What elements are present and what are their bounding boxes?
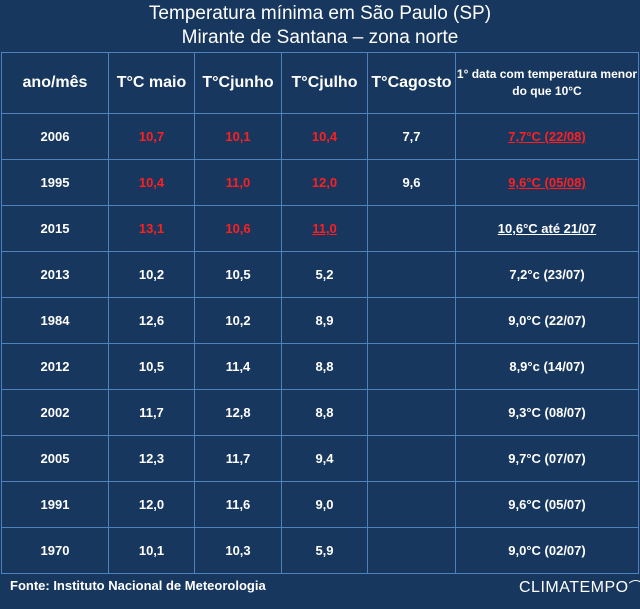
- cell-july: 12,0: [281, 159, 368, 206]
- table-row: 2005 12,3 11,7 9,4 9,7°C (07/07): [1, 435, 639, 482]
- cell-july: 9,0: [281, 481, 368, 528]
- table-row: 2015 13,1 10,6 11,0 10,6°C até 21/07: [1, 205, 639, 252]
- cell-june: 11,0: [194, 159, 282, 206]
- header-july: T°Cjulho: [281, 52, 368, 114]
- cell-june: 10,2: [194, 297, 282, 344]
- cell-year: 2015: [1, 205, 109, 252]
- cell-may: 10,4: [108, 159, 195, 206]
- cell-august: 7,7: [367, 113, 456, 160]
- cell-first-date: 7,7°C (22/08): [455, 113, 639, 160]
- cell-may: 13,1: [108, 205, 195, 252]
- cell-may: 10,5: [108, 343, 195, 390]
- cell-first-date: 9,6°C (05/07): [455, 481, 639, 528]
- cell-august: [367, 527, 456, 574]
- cell-june: 11,4: [194, 343, 282, 390]
- cell-august: [367, 481, 456, 528]
- header-may: T°C maio: [108, 52, 195, 114]
- cell-first-date: 9,0°C (02/07): [455, 527, 639, 574]
- cell-may: 10,7: [108, 113, 195, 160]
- cell-june: 11,6: [194, 481, 282, 528]
- header-row: ano/mês T°C maio T°Cjunho T°Cjulho T°Cag…: [1, 52, 639, 114]
- cell-august: [367, 205, 456, 252]
- cell-first-date: 8,9°c (14/07): [455, 343, 639, 390]
- cell-august: [367, 251, 456, 298]
- cell-may: 12,6: [108, 297, 195, 344]
- table-row: 1991 12,0 11,6 9,0 9,6°C (05/07): [1, 481, 639, 528]
- cell-year: 2012: [1, 343, 109, 390]
- table-row: 2012 10,5 11,4 8,8 8,9°c (14/07): [1, 343, 639, 390]
- cell-first-date: 7,2°c (23/07): [455, 251, 639, 298]
- cell-first-date: 9,6°C (05/08): [455, 159, 639, 206]
- header-first-date: 1° data com temperatura menor do que 10°…: [455, 52, 639, 114]
- title-line-1: Temperatura mínima em São Paulo (SP): [148, 3, 492, 24]
- cell-june: 12,8: [194, 389, 282, 436]
- cell-july: 8,8: [281, 343, 368, 390]
- cell-august: [367, 297, 456, 344]
- cell-may: 12,0: [108, 481, 195, 528]
- cell-year: 1995: [1, 159, 109, 206]
- table-row: 2013 10,2 10,5 5,2 7,2°c (23/07): [1, 251, 639, 298]
- cell-may: 10,1: [108, 527, 195, 574]
- cell-may: 12,3: [108, 435, 195, 482]
- cell-first-date: 9,3°C (08/07): [455, 389, 639, 436]
- table-row: 1970 10,1 10,3 5,9 9,0°C (02/07): [1, 527, 639, 574]
- cell-year: 2005: [1, 435, 109, 482]
- climatempo-logo: CLIMATEMPO⌒: [519, 577, 640, 597]
- cell-july: 5,9: [281, 527, 368, 574]
- table-row: 1995 10,4 11,0 12,0 9,6 9,6°C (05/08): [1, 159, 639, 206]
- header-year: ano/mês: [1, 52, 109, 114]
- table-row: 2002 11,7 12,8 8,8 9,3°C (08/07): [1, 389, 639, 436]
- cell-year: 1984: [1, 297, 109, 344]
- cell-august: [367, 343, 456, 390]
- table-row: 2006 10,7 10,1 10,4 7,7 7,7°C (22/08): [1, 113, 639, 160]
- cell-june: 10,5: [194, 251, 282, 298]
- cell-year: 1970: [1, 527, 109, 574]
- source-note: Fonte: Instituto Nacional de Meteorologi…: [10, 578, 266, 593]
- header-june: T°Cjunho: [194, 52, 282, 114]
- cell-july: 11,0: [281, 205, 368, 252]
- cell-august: [367, 435, 456, 482]
- cell-july: 8,9: [281, 297, 368, 344]
- cell-first-date: 9,0°C (22/07): [455, 297, 639, 344]
- temperature-table: ano/mês T°C maio T°Cjunho T°Cjulho T°Cag…: [1, 52, 639, 574]
- cell-june: 10,1: [194, 113, 282, 160]
- cell-july: 10,4: [281, 113, 368, 160]
- table-title: Temperatura mínima em São Paulo (SP) Mir…: [0, 2, 640, 50]
- logo-text: CLIMATEMPO: [519, 579, 629, 596]
- cell-year: 1991: [1, 481, 109, 528]
- header-august: T°Cagosto: [367, 52, 456, 114]
- cell-year: 2006: [1, 113, 109, 160]
- cell-august: [367, 389, 456, 436]
- table-row: 1984 12,6 10,2 8,9 9,0°C (22/07): [1, 297, 639, 344]
- cell-first-date: 10,6°C até 21/07: [455, 205, 639, 252]
- cell-first-date: 9,7°C (07/07): [455, 435, 639, 482]
- cell-july: 8,8: [281, 389, 368, 436]
- cell-june: 11,7: [194, 435, 282, 482]
- cell-may: 10,2: [108, 251, 195, 298]
- cell-june: 10,6: [194, 205, 282, 252]
- title-line-2: Mirante de Santana – zona norte: [181, 27, 459, 48]
- cell-july: 5,2: [281, 251, 368, 298]
- cell-august: 9,6: [367, 159, 456, 206]
- cell-may: 11,7: [108, 389, 195, 436]
- cell-year: 2013: [1, 251, 109, 298]
- cell-june: 10,3: [194, 527, 282, 574]
- logo-arc-icon: ⌒: [628, 579, 640, 595]
- cell-july: 9,4: [281, 435, 368, 482]
- cell-year: 2002: [1, 389, 109, 436]
